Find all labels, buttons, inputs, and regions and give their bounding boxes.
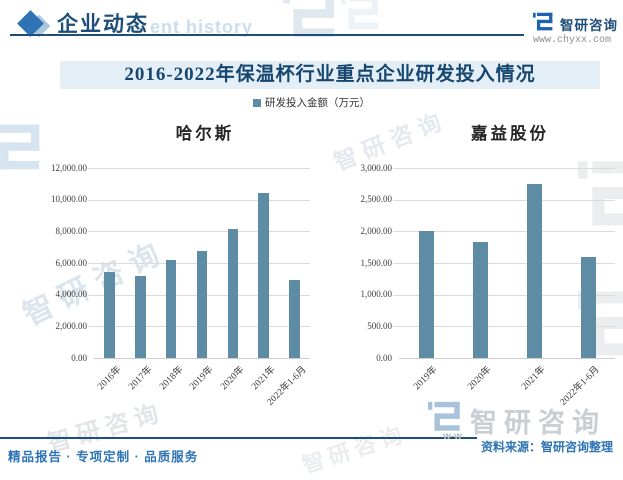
gridline (393, 294, 615, 296)
footer-tagline: 精品报告 · 专项定制 · 品质服务 (8, 450, 199, 464)
bar-2020年 (227, 228, 239, 358)
x-axis-tick-label: 2017年 (126, 364, 155, 393)
y-axis: 0.00 500.00 1,000.00 1,500.00 2,000.00 2,500.… (335, 163, 399, 363)
brand-logo-icon (533, 11, 555, 33)
chart-title: 哈尔斯 (175, 125, 235, 143)
chart-legend: 研发投入金额（万元） (0, 95, 623, 110)
y-axis-tick-label: 2,000.00 (55, 320, 88, 331)
bar-2017年 (135, 276, 146, 358)
footer-divider (0, 437, 477, 439)
x-axis-tick-label: 2020年 (466, 364, 494, 393)
gridline (393, 168, 615, 169)
brand-watermark-text: 智研咨询 (470, 408, 606, 438)
plot-area (88, 168, 310, 359)
y-axis-tick-label: 10,000.00 (51, 194, 87, 205)
bar-2021年 (526, 183, 542, 358)
gridline (88, 199, 310, 201)
bar-2019年 (196, 251, 208, 358)
legend-label: 研发投入金额（万元） (265, 97, 370, 109)
bar-2019年 (418, 231, 434, 358)
y-axis-tick-label: 12,000.00 (51, 162, 87, 173)
gridline (88, 168, 310, 169)
footer-www-fragment: w-w (443, 431, 462, 442)
gridline (393, 231, 615, 233)
y-axis-tick-label: 500.00 (367, 320, 392, 331)
y-axis-tick-label: 3,000.00 (360, 162, 393, 173)
y-axis-tick-label: 1,000.00 (360, 289, 393, 300)
title-band: 2016-2022年保温杯行业重点企业研发投入情况 (60, 61, 600, 89)
bar-chart-haers: 哈尔斯 0.00 2,000.00 4,000.00 6,000.00 8,000.00… (30, 120, 316, 411)
x-axis-tick-label: 2016年 (96, 364, 124, 393)
y-axis-tick-label: 0.00 (376, 352, 392, 363)
bar-2020年 (472, 242, 488, 358)
brand-watermark-text: 智研咨询 (299, 420, 410, 479)
y-axis-tick-label: 4,000.00 (55, 289, 88, 300)
brand-logo-watermark-icon (428, 399, 464, 435)
y-axis-tick-label: 2,500.00 (360, 194, 393, 205)
brand-url-link[interactable]: www.chyxx.com (533, 35, 612, 46)
bar-2021年 (258, 192, 269, 358)
bar-2022年1-6月 (289, 279, 300, 358)
section-title: 企业动态 (57, 13, 149, 36)
x-axis-tick-label: 2021年 (520, 364, 548, 393)
legend-marker-icon (253, 98, 261, 107)
y-axis: 0.00 2,000.00 4,000.00 6,000.00 8,000.00 10,0… (30, 163, 94, 363)
header-watermark-text: ent history (150, 17, 254, 37)
y-axis-tick-label: 2,000.00 (360, 225, 393, 236)
y-axis-tick-label: 8,000.00 (55, 225, 88, 236)
x-axis-tick-label: 2019年 (412, 364, 440, 393)
x-axis: 2016年 2017年 2018年 2019年 2020年 2021年 2022年1-6月 (94, 359, 316, 411)
brand-name: 智研咨询 (560, 18, 618, 33)
page-title: 2016-2022年保温杯行业重点企业研发投入情况 (124, 64, 536, 85)
gridline (393, 199, 615, 201)
y-axis-tick-label: 1,500.00 (360, 257, 393, 268)
gridline (88, 231, 310, 233)
x-axis-tick-label: 2019年 (188, 364, 216, 393)
gridline (393, 263, 615, 264)
footer-source: 资料来源：智研咨询整理 (481, 440, 614, 454)
chart-title: 嘉益股份 (471, 125, 549, 143)
bar-2016年 (104, 271, 115, 358)
brand-logo-watermark-icon (341, 0, 383, 34)
y-axis-tick-label: 6,000.00 (55, 257, 88, 268)
gridline (393, 326, 615, 328)
header-divider (10, 34, 524, 36)
x-axis-tick-label: 2018年 (157, 364, 186, 393)
y-axis-tick-label: 0.00 (71, 352, 87, 363)
bar-2022年1-6月 (580, 257, 596, 358)
bar-chart-jiayi: 嘉益股份 0.00 500.00 1,000.00 1,500.00 2,000.00 2… (335, 120, 621, 411)
brand-logo-watermark-icon (283, 0, 341, 44)
plot-area (393, 168, 615, 359)
x-axis-tick-label: 2020年 (219, 364, 247, 393)
bar-2018年 (165, 259, 177, 358)
